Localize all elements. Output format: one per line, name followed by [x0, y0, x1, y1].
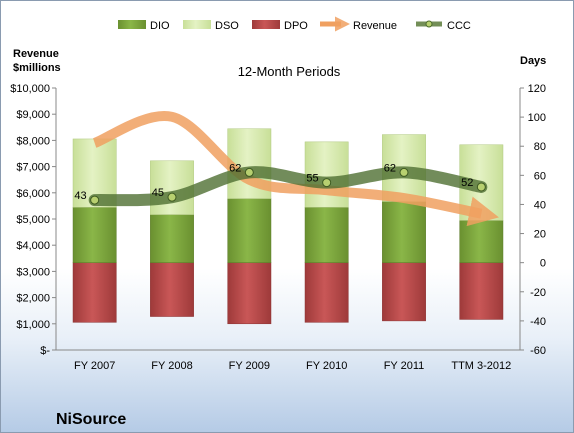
ccc-point: [244, 167, 254, 177]
left-tick-label: $1,000: [16, 319, 50, 331]
left-tick-label: $6,000: [16, 188, 50, 200]
right-tick-label: 120: [528, 83, 546, 95]
company-name: NiSource: [56, 411, 126, 428]
left-tick-label: $2,000: [16, 293, 50, 305]
bar-dpo: [459, 262, 504, 320]
legend-swatch-dso: [183, 20, 211, 29]
left-tick-label: $9,000: [16, 109, 50, 121]
left-tick-label: $8,000: [16, 135, 50, 147]
ccc-point: [167, 192, 177, 202]
bar-dio: [150, 214, 194, 263]
right-axis-ticks: -60 -40 -20 0 20 40 60 80 100 120: [520, 83, 546, 357]
legend-marker-ccc: [425, 20, 433, 28]
left-tick-label: $7,000: [16, 162, 50, 174]
left-tick-label: $3,000: [16, 266, 50, 278]
x-tick-label: FY 2008: [151, 360, 192, 372]
legend-label-dpo: DPO: [284, 20, 308, 32]
bar-dpo: [72, 262, 117, 323]
bar-dio: [72, 207, 117, 263]
ccc-point: [322, 178, 332, 188]
x-tick-label: FY 2010: [306, 360, 347, 372]
x-tick-label: FY 2007: [74, 360, 115, 372]
x-tick-label: FY 2009: [229, 360, 270, 372]
legend-label-dio: DIO: [150, 20, 170, 32]
ccc-series: 43 45 62 55 62 52: [74, 162, 488, 207]
legend-label-dso: DSO: [215, 20, 239, 32]
bar-dio: [304, 207, 349, 263]
ccc-point: [476, 182, 486, 192]
legend-swatch-dpo: [252, 20, 280, 29]
left-axis-ticks: $- $1,000 $2,000 $3,000 $4,000 $5,000 $6,000 $7…: [10, 83, 56, 357]
x-tick-label: FY 2011: [384, 360, 425, 372]
chart-title: 12-Month Periods: [238, 64, 341, 79]
ccc-data-label: 62: [384, 162, 396, 174]
left-axis-title-line1: Revenue: [13, 48, 59, 60]
right-tick-label: 80: [534, 141, 546, 153]
bar-dpo: [150, 262, 194, 317]
ccc-data-label: 62: [229, 162, 241, 174]
x-axis-labels: FY 2007 FY 2008 FY 2009 FY 2010 FY 2011 TTM 3…: [74, 360, 511, 372]
legend-label-revenue: Revenue: [353, 20, 397, 32]
bars: [72, 128, 504, 325]
left-tick-label: $4,000: [16, 240, 50, 252]
left-tick-label: $5,000: [16, 214, 50, 226]
ccc-point: [399, 167, 409, 177]
right-tick-label: -60: [530, 345, 546, 357]
ccc-data-label: 52: [461, 177, 473, 189]
bar-dpo: [382, 262, 426, 322]
ccc-point: [90, 195, 100, 205]
ccc-line: [88, 166, 488, 207]
legend-swatch-dio: [118, 20, 146, 29]
legend-label-ccc: CCC: [447, 20, 471, 32]
left-tick-label: $-: [40, 345, 50, 357]
bar-dio: [227, 198, 272, 263]
bar-dpo: [227, 262, 272, 325]
bar-dio: [459, 220, 504, 263]
bar-dio: [382, 201, 426, 263]
bar-dpo: [304, 262, 349, 323]
ccc-data-label: 55: [306, 173, 318, 185]
right-tick-label: 40: [534, 199, 546, 211]
left-tick-label: $10,000: [10, 83, 50, 95]
right-axis-title: Days: [520, 55, 546, 67]
right-tick-label: 0: [540, 258, 546, 270]
right-tick-label: -40: [530, 316, 546, 328]
legend: DIO DSO DPO Revenue CCC: [118, 16, 471, 32]
right-tick-label: 60: [534, 170, 546, 182]
revenue-line: [92, 110, 499, 227]
ccc-data-label: 43: [74, 190, 86, 202]
revenue-series: [92, 110, 499, 227]
left-axis-title-line2: $millions: [13, 62, 61, 74]
ccc-data-label: 45: [152, 187, 164, 199]
right-tick-label: -20: [530, 287, 546, 299]
right-tick-label: 100: [528, 112, 546, 124]
x-tick-label: TTM 3-2012: [451, 360, 511, 372]
right-tick-label: 20: [534, 229, 546, 241]
